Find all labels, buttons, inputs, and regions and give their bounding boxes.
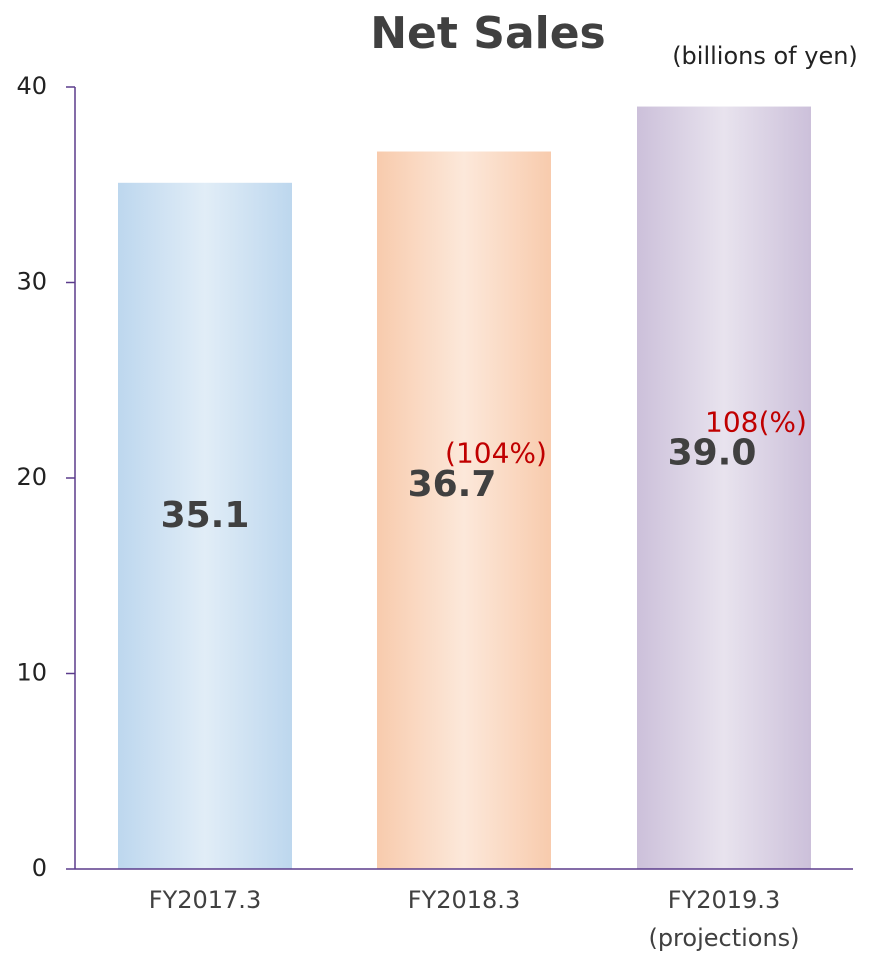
data-label: 36.7	[408, 464, 497, 505]
x-tick-label: FY2018.3	[407, 886, 521, 914]
bar	[377, 151, 551, 869]
y-tick-label: 20	[16, 463, 47, 491]
x-tick-label: FY2019.3 (projections)	[648, 886, 800, 952]
bar	[118, 182, 292, 870]
chart-title: Net Sales	[370, 8, 606, 59]
y-tick-label: 40	[16, 72, 47, 100]
unit-label: (billions of yen)	[672, 42, 858, 70]
bar	[637, 106, 811, 870]
y-tick-label: 30	[16, 268, 47, 296]
y-tick-label: 0	[32, 854, 47, 882]
annotation: 108(%)	[705, 405, 807, 438]
data-label: 39.0	[668, 433, 757, 474]
annotation: (104%)	[445, 437, 547, 470]
x-tick-label: FY2017.3	[148, 886, 262, 914]
data-label: 35.1	[161, 495, 250, 536]
y-tick-label: 10	[16, 659, 47, 687]
